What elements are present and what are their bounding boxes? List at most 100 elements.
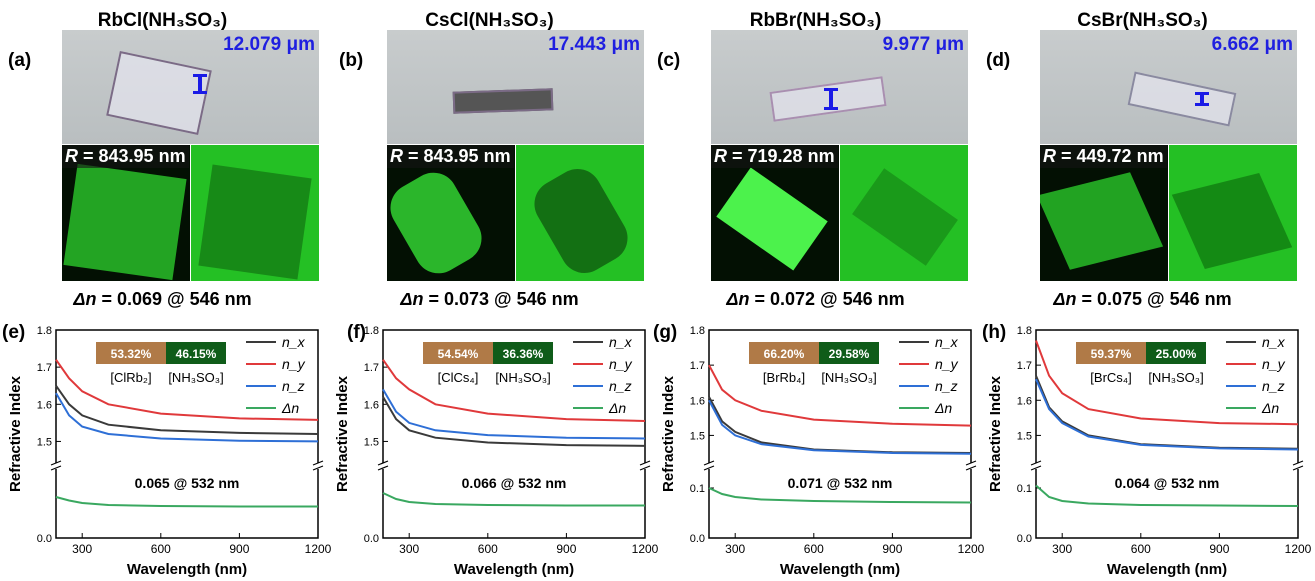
- x-tick-label: 1200: [632, 542, 659, 556]
- x-tick-label: 600: [804, 542, 824, 556]
- axis-break-mark: [965, 460, 977, 466]
- fluorescence-image-parallel: R = 449.72 nm: [1040, 145, 1168, 281]
- scale-bar: [1195, 92, 1209, 106]
- y-tick-label: 0.0: [690, 533, 705, 545]
- x-tick-label: 1200: [1285, 542, 1312, 556]
- birefringence-value: Δn = 0.072 @ 546 nm: [726, 289, 905, 309]
- crystal-shape: [1127, 71, 1237, 127]
- panel-label: (e): [2, 322, 25, 343]
- thickness-label: 17.443 μm: [548, 34, 640, 55]
- percentage-bar-1: [423, 342, 493, 364]
- annotation-label: 0.064 @ 532 nm: [1115, 475, 1220, 491]
- legend-label: n_z: [935, 378, 958, 394]
- axis-break-gap: [1031, 463, 1041, 469]
- series-line: [55, 385, 319, 435]
- annotation-label: 0.071 @ 532 nm: [788, 475, 893, 491]
- axis-break-mark: [703, 460, 715, 466]
- y-tick-label: 1.5: [690, 430, 705, 442]
- crystal-shadow: [198, 164, 312, 280]
- scale-bar: [193, 74, 207, 94]
- x-axis-label: Wavelength (nm): [127, 561, 247, 578]
- percentage-bar-1: [1076, 342, 1146, 364]
- thickness-label: 9.977 μm: [882, 34, 964, 55]
- x-tick-label: 300: [72, 542, 92, 556]
- percentage-label-1: 54.54%: [438, 347, 479, 361]
- x-tick-label: 900: [229, 542, 249, 556]
- y-tick-label: 1.8: [364, 325, 379, 337]
- x-tick-label: 1200: [305, 542, 332, 556]
- group-label-1: [BrRb₄]: [763, 370, 805, 385]
- crystal-glow: [387, 163, 491, 281]
- legend-label: n_z: [609, 378, 632, 394]
- refractive-index-chart: 1.5 1.6 1.7 1.8 0.0 300 600 900 1200 Wavelength (…: [2, 322, 1312, 578]
- legend-label: Δn: [281, 400, 299, 416]
- y-tick-label: 0.0: [1017, 533, 1032, 545]
- chart-panel: 1.5 1.6 1.7 1.8 0.0 300 600 900 1200 Wavelength (…: [334, 322, 659, 578]
- crystal-glow: [716, 167, 828, 271]
- percentage-bar-2: [1146, 342, 1206, 364]
- legend-label: n_x: [609, 334, 633, 350]
- annotation-label: 0.066 @ 532 nm: [462, 475, 567, 491]
- y-tick-label: 1.6: [1017, 395, 1032, 407]
- panel-label: (c): [657, 50, 681, 71]
- axis-break-mark: [377, 460, 389, 466]
- series-line: [708, 364, 972, 427]
- y-axis-label: Refractive Index: [987, 375, 1004, 492]
- x-tick-label: 600: [478, 542, 498, 556]
- y-tick-label: 1.7: [37, 362, 52, 374]
- fluorescence-image-crossed: [840, 145, 968, 281]
- x-axis-label: Wavelength (nm): [1107, 561, 1227, 578]
- scale-bar: [824, 88, 838, 110]
- panel-label: (a): [8, 50, 32, 71]
- series-line: [1035, 378, 1299, 451]
- percentage-label-1: 59.37%: [1091, 347, 1132, 361]
- compound-title: RbBr(NH₃SO₃): [749, 10, 882, 31]
- x-tick-label: 900: [882, 542, 902, 556]
- chart-panel: 1.5 1.6 1.7 1.8 0.0 0.1 300 600 900 1200 Wavelengt…: [982, 322, 1312, 578]
- legend-label: n_y: [935, 356, 959, 372]
- y-tick-label: 1.5: [37, 436, 52, 448]
- y-tick-label: 1.7: [1017, 360, 1032, 372]
- x-axis-label: Wavelength (nm): [780, 561, 900, 578]
- percentage-label-1: 66.20%: [764, 347, 805, 361]
- legend-label: Δn: [1261, 400, 1279, 416]
- y-axis-label: Refractive Index: [334, 375, 351, 492]
- retardation-label: R = 719.28 nm: [711, 145, 838, 168]
- crystal-glow: [63, 163, 187, 281]
- series-line: [382, 359, 646, 422]
- axis-break-mark: [312, 465, 324, 471]
- y-tick-label: 0.0: [364, 533, 379, 545]
- panel-column: RbBr(NH₃SO₃) (c) 9.977 μm R = 719.28 nm …: [653, 0, 978, 581]
- y-tick-label: 1.7: [690, 360, 705, 372]
- series-line: [708, 487, 972, 504]
- axis-break-mark: [1292, 465, 1304, 471]
- fluorescence-image-parallel: R = 843.95 nm: [62, 145, 190, 281]
- x-tick-label: 900: [556, 542, 576, 556]
- legend-label: n_y: [1262, 356, 1286, 372]
- crystal-shadow: [1171, 173, 1293, 269]
- crystal-micrograph: 17.443 μm: [387, 30, 644, 144]
- percentage-label-2: 46.15%: [176, 347, 217, 361]
- x-tick-label: 300: [399, 542, 419, 556]
- panel-column: CsBr(NH₃SO₃) (d) 6.662 μm R = 449.72 nm …: [980, 0, 1305, 581]
- fluorescence-image-parallel: R = 719.28 nm: [711, 145, 839, 281]
- group-label-2: [NH₃SO₃]: [1148, 370, 1203, 385]
- y-tick-label: 1.5: [1017, 430, 1032, 442]
- y-tick-label: 1.8: [37, 325, 52, 337]
- y-axis-label: Refractive Index: [7, 375, 24, 492]
- percentage-label-2: 25.00%: [1156, 347, 1197, 361]
- axis-break-mark: [639, 460, 651, 466]
- legend-label: n_y: [609, 356, 633, 372]
- axis-break-mark: [50, 460, 62, 466]
- percentage-bar-1: [749, 342, 819, 364]
- axis-break-mark: [703, 465, 715, 471]
- legend-label: n_x: [1262, 334, 1286, 350]
- crystal-shape: [769, 76, 887, 122]
- chart-panel: 1.5 1.6 1.7 1.8 0.0 0.1 300 600 900 1200 Wavelengt…: [653, 322, 985, 578]
- axis-break-mark: [312, 460, 324, 466]
- thickness-label: 6.662 μm: [1211, 34, 1293, 55]
- x-tick-label: 1200: [958, 542, 985, 556]
- axis-break-gap: [704, 463, 714, 469]
- group-label-1: [ClCs₄]: [438, 370, 479, 385]
- legend-label: n_x: [282, 334, 306, 350]
